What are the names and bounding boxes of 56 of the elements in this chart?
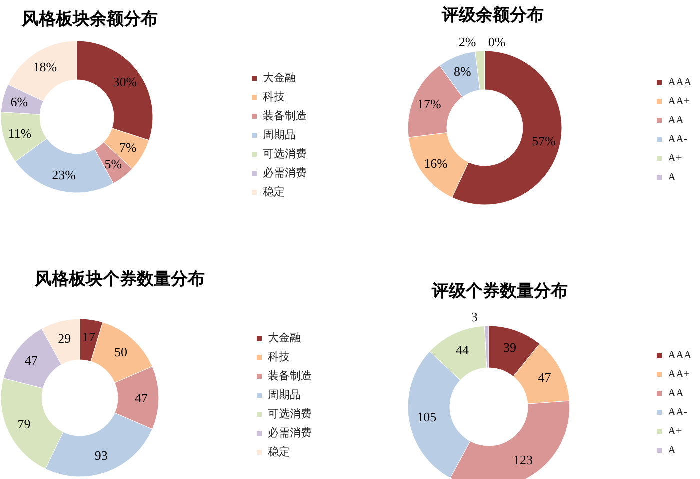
data-label: 7% (120, 140, 138, 155)
chart-title: 评级个券数量分布 (431, 282, 568, 302)
data-label: 44 (456, 342, 470, 358)
legend-label: 可选消费 (263, 148, 307, 160)
legend-label: 稳定 (268, 446, 290, 458)
legend-label: 装备制造 (263, 110, 307, 122)
legend-label: AAA (668, 350, 692, 362)
legend-label: AA (668, 388, 684, 400)
data-label: 5% (104, 156, 122, 172)
legend-label: AA (668, 114, 684, 126)
legend-label: 大金融 (263, 72, 296, 84)
legend-label: A+ (668, 426, 682, 438)
data-label: 105 (417, 410, 437, 425)
legend-label: 周期品 (268, 390, 301, 402)
legend-label: 周期品 (263, 130, 296, 142)
data-label: 17% (418, 96, 442, 112)
legend-label: 科技 (263, 92, 285, 104)
data-label: 23% (52, 168, 76, 183)
data-label: 3 (471, 310, 478, 325)
data-label: 6% (10, 94, 28, 110)
legend-label: 必需消费 (263, 166, 307, 180)
data-label: 18% (33, 59, 58, 74)
data-label: 29 (58, 330, 72, 346)
data-label: 11% (8, 126, 32, 142)
legend-label: AA- (668, 406, 688, 418)
data-label: 47 (135, 390, 148, 406)
data-label: 123 (513, 452, 533, 468)
legend-label: A (668, 172, 676, 184)
data-label: 30% (113, 74, 138, 90)
legend-label: A+ (668, 152, 682, 164)
legend-label: 装备制造 (268, 370, 312, 382)
data-label: 47 (538, 370, 552, 386)
data-label: 17 (82, 330, 96, 345)
chart-title: 风格板块个券数量分布 (34, 270, 205, 290)
legend-label: AA- (668, 134, 688, 146)
legend-label: A (668, 444, 676, 456)
chart-title: 评级余额分布 (441, 6, 544, 26)
legend-label: 稳定 (263, 186, 285, 198)
legend-label: 科技 (268, 352, 290, 364)
data-label: 8% (454, 64, 472, 80)
data-label: 39 (503, 340, 516, 356)
legend-label: 必需消费 (268, 426, 312, 440)
data-label: 57% (532, 134, 556, 149)
data-label: 93 (94, 448, 108, 464)
legend-label: AA+ (668, 368, 690, 380)
data-label: 2% (458, 34, 476, 50)
chart-title: 风格板块余额分布 (21, 10, 158, 30)
legend-label: AAA (668, 76, 692, 88)
text: 0% (488, 34, 506, 50)
data-label: 50 (114, 344, 128, 360)
data-label: 16% (424, 156, 448, 172)
data-label: 79 (18, 416, 31, 432)
legend-label: 可选消费 (268, 408, 312, 420)
data-label: 47 (24, 352, 38, 368)
legend-label: AA+ (668, 96, 690, 108)
legend-label: 大金融 (268, 332, 301, 344)
